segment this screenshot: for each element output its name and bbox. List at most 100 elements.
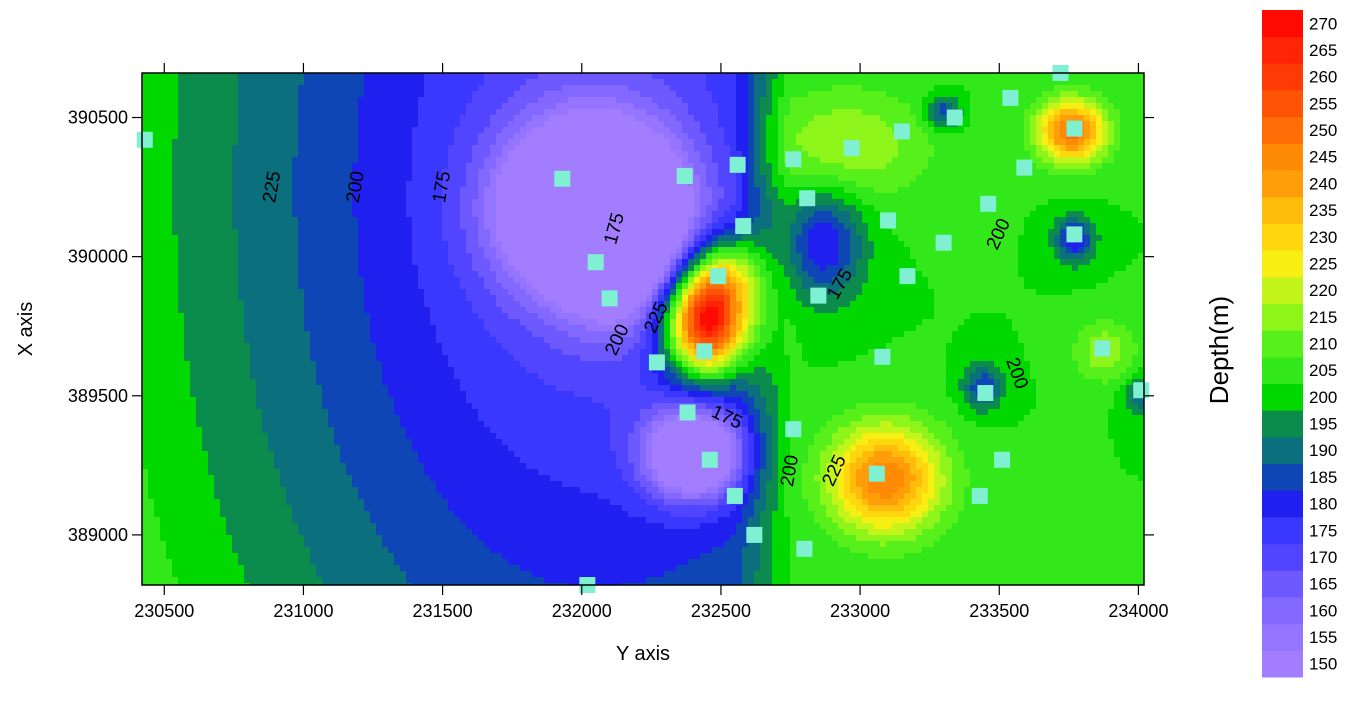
heatmap-cell xyxy=(622,127,629,134)
heatmap-cell xyxy=(322,121,329,128)
heatmap-cell xyxy=(736,115,743,122)
heatmap-cell xyxy=(1054,193,1061,200)
heatmap-cell xyxy=(1102,133,1109,140)
heatmap-cell xyxy=(190,157,197,164)
heatmap-cell xyxy=(334,217,341,224)
heatmap-cell xyxy=(778,127,785,134)
heatmap-cell xyxy=(1048,211,1055,218)
heatmap-cell xyxy=(178,229,185,236)
heatmap-cell xyxy=(760,223,767,230)
heatmap-cell xyxy=(208,127,215,134)
heatmap-cell xyxy=(580,229,587,236)
heatmap-cell xyxy=(574,145,581,152)
heatmap-cell xyxy=(322,97,329,104)
heatmap-cell xyxy=(922,169,929,176)
heatmap-cell xyxy=(1006,187,1013,194)
heatmap-cell xyxy=(598,175,605,182)
heatmap-cell xyxy=(238,121,245,128)
heatmap-cell xyxy=(778,73,785,80)
heatmap-cell xyxy=(478,175,485,182)
heatmap-cell xyxy=(328,121,335,128)
heatmap-cell xyxy=(850,247,857,254)
heatmap-cell xyxy=(358,217,365,224)
heatmap-cell xyxy=(1102,139,1109,146)
heatmap-cell xyxy=(358,181,365,188)
heatmap-cell xyxy=(238,103,245,110)
heatmap-cell xyxy=(994,205,1001,212)
heatmap-cell xyxy=(1120,169,1127,176)
heatmap-cell xyxy=(796,97,803,104)
heatmap-cell xyxy=(514,211,521,218)
heatmap-cell xyxy=(784,217,791,224)
heatmap-cell xyxy=(904,139,911,146)
heatmap-cell xyxy=(484,79,491,86)
heatmap-cell xyxy=(208,139,215,146)
heatmap-cell xyxy=(898,163,905,170)
heatmap-cell xyxy=(238,127,245,134)
heatmap-cell xyxy=(934,127,941,134)
heatmap-cell xyxy=(856,133,863,140)
heatmap-cell xyxy=(580,205,587,212)
heatmap-cell xyxy=(1036,157,1043,164)
heatmap-cell xyxy=(208,199,215,206)
heatmap-cell xyxy=(574,151,581,158)
heatmap-cell xyxy=(772,85,779,92)
heatmap-cell xyxy=(424,193,431,200)
heatmap-cell xyxy=(904,151,911,158)
heatmap-cell xyxy=(880,115,887,122)
heatmap-cell xyxy=(256,241,263,248)
heatmap-cell xyxy=(988,187,995,194)
heatmap-cell xyxy=(508,151,515,158)
heatmap-cell xyxy=(604,223,611,230)
heatmap-cell xyxy=(748,241,755,248)
heatmap-cell xyxy=(832,109,839,116)
heatmap-cell xyxy=(694,157,701,164)
heatmap-cell xyxy=(772,193,779,200)
heatmap-cell xyxy=(724,115,731,122)
heatmap-cell xyxy=(1066,193,1073,200)
heatmap-cell xyxy=(550,79,557,86)
heatmap-cell xyxy=(526,235,533,242)
heatmap-cell xyxy=(160,211,167,218)
heatmap-cell xyxy=(208,229,215,236)
heatmap-cell xyxy=(940,199,947,206)
heatmap-cell xyxy=(514,235,521,242)
heatmap-cell xyxy=(352,175,359,182)
heatmap-cell xyxy=(760,199,767,206)
heatmap-cell xyxy=(568,205,575,212)
heatmap-cell xyxy=(328,133,335,140)
heatmap-cell xyxy=(226,199,233,206)
heatmap-cell xyxy=(340,199,347,206)
heatmap-cell xyxy=(826,133,833,140)
heatmap-cell xyxy=(520,199,527,206)
heatmap-cell xyxy=(1120,127,1127,134)
heatmap-cell xyxy=(982,91,989,98)
heatmap-cell xyxy=(466,115,473,122)
heatmap-cell xyxy=(400,181,407,188)
heatmap-cell xyxy=(664,217,671,224)
heatmap-cell xyxy=(694,85,701,92)
heatmap-cell xyxy=(244,79,251,86)
heatmap-cell xyxy=(940,175,947,182)
heatmap-cell xyxy=(1006,103,1013,110)
heatmap-cell xyxy=(406,127,413,134)
heatmap-cell xyxy=(592,223,599,230)
heatmap-cell xyxy=(340,187,347,194)
heatmap-cell xyxy=(520,79,527,86)
heatmap-cell xyxy=(334,109,341,116)
heatmap-cell xyxy=(790,139,797,146)
heatmap-cell xyxy=(478,133,485,140)
heatmap-cell xyxy=(586,181,593,188)
heatmap-cell xyxy=(172,79,179,86)
heatmap-cell xyxy=(256,115,263,122)
heatmap-cell xyxy=(958,241,965,248)
heatmap-cell xyxy=(556,223,563,230)
heatmap-cell xyxy=(862,109,869,116)
heatmap-cell xyxy=(580,157,587,164)
heatmap-cell xyxy=(1096,163,1103,170)
heatmap-cell xyxy=(622,121,629,128)
heatmap-cell xyxy=(1138,175,1144,182)
heatmap-cell xyxy=(166,193,173,200)
heatmap-cell xyxy=(964,205,971,212)
heatmap-cell xyxy=(646,133,653,140)
